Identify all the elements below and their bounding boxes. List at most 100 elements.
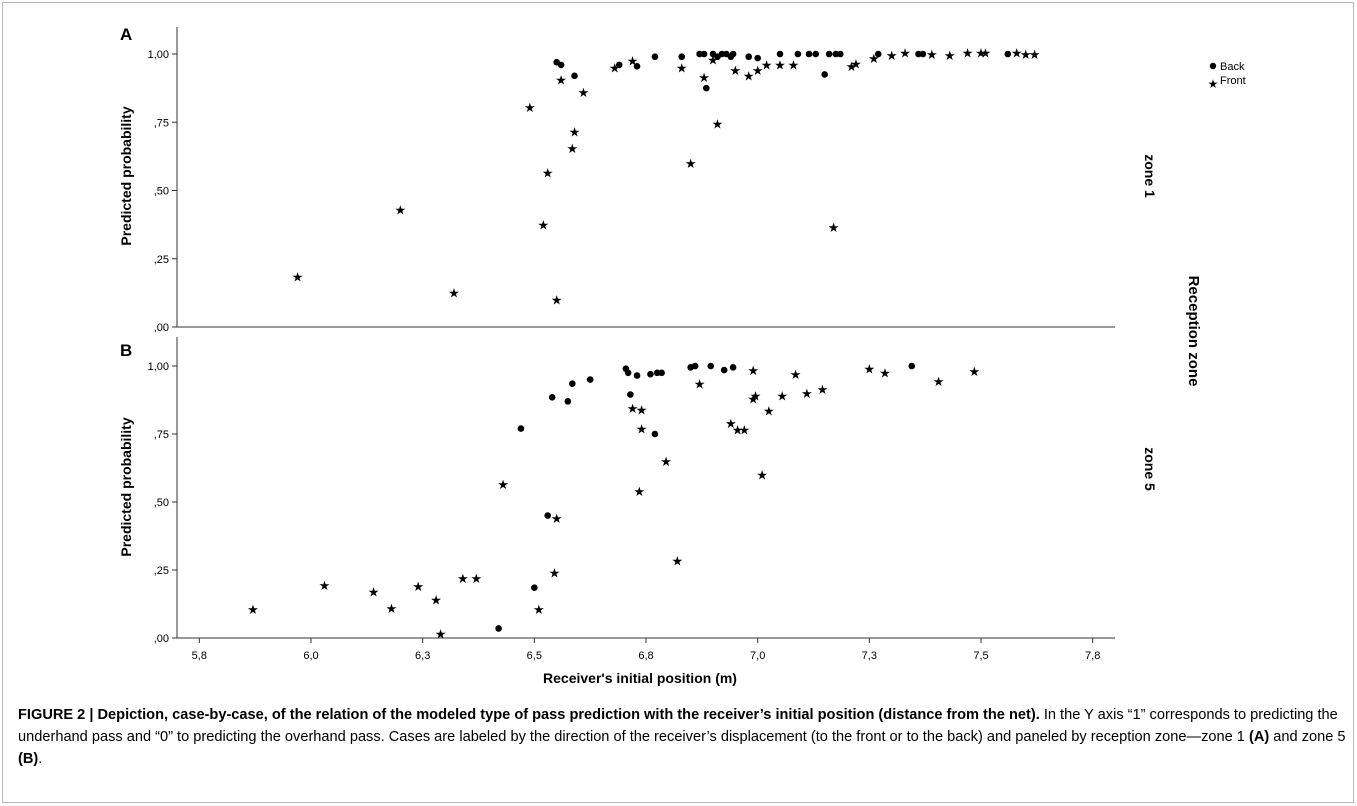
data-point-front: ★ <box>368 585 380 600</box>
data-point-front: ★ <box>395 202 407 217</box>
data-point-back <box>586 376 594 383</box>
panel-a: A Predicted probability zone 1 ,00 ,25 ,50… <box>118 25 1158 334</box>
data-point-front: ★ <box>879 366 891 381</box>
legend-front-marker: ★ <box>1208 77 1219 91</box>
data-point-back <box>720 366 728 374</box>
chart: A Predicted probability zone 1 ,00 ,25 ,50… <box>118 25 1246 686</box>
data-point-front: ★ <box>968 364 980 379</box>
data-point-back <box>754 54 761 62</box>
data-point-front: ★ <box>980 45 992 60</box>
data-point-front: ★ <box>747 391 759 406</box>
data-point-back <box>825 50 833 58</box>
x-axis-label: Receiver's initial position (m) <box>543 670 737 686</box>
data-point-front: ★ <box>549 566 561 581</box>
data-point-back <box>495 625 502 632</box>
y-tick-label: ,50 <box>154 186 169 198</box>
data-point-back <box>557 61 565 69</box>
data-point-front: ★ <box>776 389 788 404</box>
data-point-back <box>691 362 699 370</box>
data-point-front: ★ <box>732 423 744 438</box>
data-point-front: ★ <box>533 602 545 617</box>
data-point-front: ★ <box>763 404 775 419</box>
data-point-front: ★ <box>636 402 648 417</box>
y-tick-label: 1,00 <box>148 361 169 373</box>
data-point-front: ★ <box>743 69 755 84</box>
data-point-back <box>678 53 686 61</box>
figure-caption: FIGURE 2 | Depiction, case-by-case, of t… <box>18 704 1348 770</box>
data-point-back <box>627 391 634 398</box>
data-point-front: ★ <box>386 601 398 616</box>
panel-a-zone-label: zone 1 <box>1142 154 1158 198</box>
data-point-back <box>707 362 715 370</box>
data-point-back <box>1004 50 1012 58</box>
data-point-back <box>571 72 578 80</box>
panel-a-y-ticks: ,00 ,25 ,50 ,75 1,00 <box>148 49 177 334</box>
data-point-front: ★ <box>750 389 762 404</box>
data-point-front: ★ <box>962 45 974 60</box>
data-point-back <box>624 369 632 377</box>
data-point-front: ★ <box>790 367 802 382</box>
data-point-front: ★ <box>864 362 876 377</box>
y-tick-label: ,50 <box>154 497 169 509</box>
data-point-back <box>745 53 753 61</box>
data-point-back <box>776 50 784 58</box>
data-point-front: ★ <box>676 60 688 75</box>
caption-text-2: and zone 5 <box>1269 729 1346 745</box>
x-tick-label: 6,3 <box>415 650 430 662</box>
data-point-front: ★ <box>944 48 956 63</box>
data-point-back <box>651 53 659 61</box>
x-axis-ticks: 5,8 6,0 6,3 6,5 6,8 7,0 7,3 7,5 7,8 <box>192 638 1100 662</box>
y-tick-label: ,75 <box>154 429 169 441</box>
data-point-front: ★ <box>694 376 706 391</box>
data-point-front: ★ <box>698 70 710 85</box>
data-point-back <box>919 50 927 58</box>
data-point-front: ★ <box>430 593 442 608</box>
data-point-front: ★ <box>846 59 858 74</box>
data-point-back <box>615 61 623 69</box>
caption-text-3: . <box>38 751 43 767</box>
data-point-front: ★ <box>319 578 331 593</box>
data-point-front: ★ <box>671 553 683 568</box>
x-tick-label: 7,5 <box>973 650 988 662</box>
legend-front-label: Front <box>1220 75 1246 87</box>
data-point-front: ★ <box>636 421 648 436</box>
data-point-back <box>548 393 556 401</box>
data-point-front: ★ <box>707 52 719 67</box>
data-point-front: ★ <box>633 484 645 499</box>
data-point-front: ★ <box>730 63 742 78</box>
data-point-front: ★ <box>685 156 697 171</box>
data-point-front: ★ <box>448 286 460 301</box>
data-point-front: ★ <box>551 511 563 526</box>
data-point-front: ★ <box>828 220 840 235</box>
data-point-front: ★ <box>868 51 880 66</box>
x-tick-label: 5,8 <box>192 650 207 662</box>
data-point-front: ★ <box>850 56 862 71</box>
data-point-front: ★ <box>292 269 304 284</box>
data-point-front: ★ <box>774 58 786 73</box>
data-point-front: ★ <box>566 141 578 156</box>
data-point-front: ★ <box>660 454 672 469</box>
panel-b-y-label: Predicted probability <box>118 417 134 556</box>
data-point-front: ★ <box>738 423 750 438</box>
data-point-back <box>633 62 641 70</box>
data-point-back <box>805 50 813 58</box>
data-point-back <box>874 50 882 58</box>
data-point-back <box>821 71 828 78</box>
data-point-back <box>727 53 735 61</box>
y-tick-label: ,25 <box>154 254 169 266</box>
panel-b: B Predicted probability zone 5 ,00 ,25 ,50… <box>118 337 1158 645</box>
y-tick-label: 1,00 <box>148 49 169 61</box>
x-tick-label: 7,8 <box>1085 650 1100 662</box>
data-point-front: ★ <box>457 571 469 586</box>
legend-back-label: Back <box>1220 61 1245 73</box>
panel-a-points: ★★★★★★★★★★★★ ★ ★★★★★★ ★★★ ★ ★★★★ ★ ★ ★ ★ ★ ★ ★★ ★★★ <box>292 45 1041 307</box>
reception-zone-label: Reception zone <box>1185 276 1202 387</box>
data-point-front: ★ <box>886 48 898 63</box>
data-point-front: ★ <box>555 73 567 88</box>
data-point-front: ★ <box>899 45 911 60</box>
data-point-back <box>564 398 572 405</box>
y-tick-label: ,00 <box>154 633 169 645</box>
data-point-back <box>633 372 641 379</box>
data-point-back <box>729 364 737 371</box>
data-point-front: ★ <box>524 100 536 115</box>
